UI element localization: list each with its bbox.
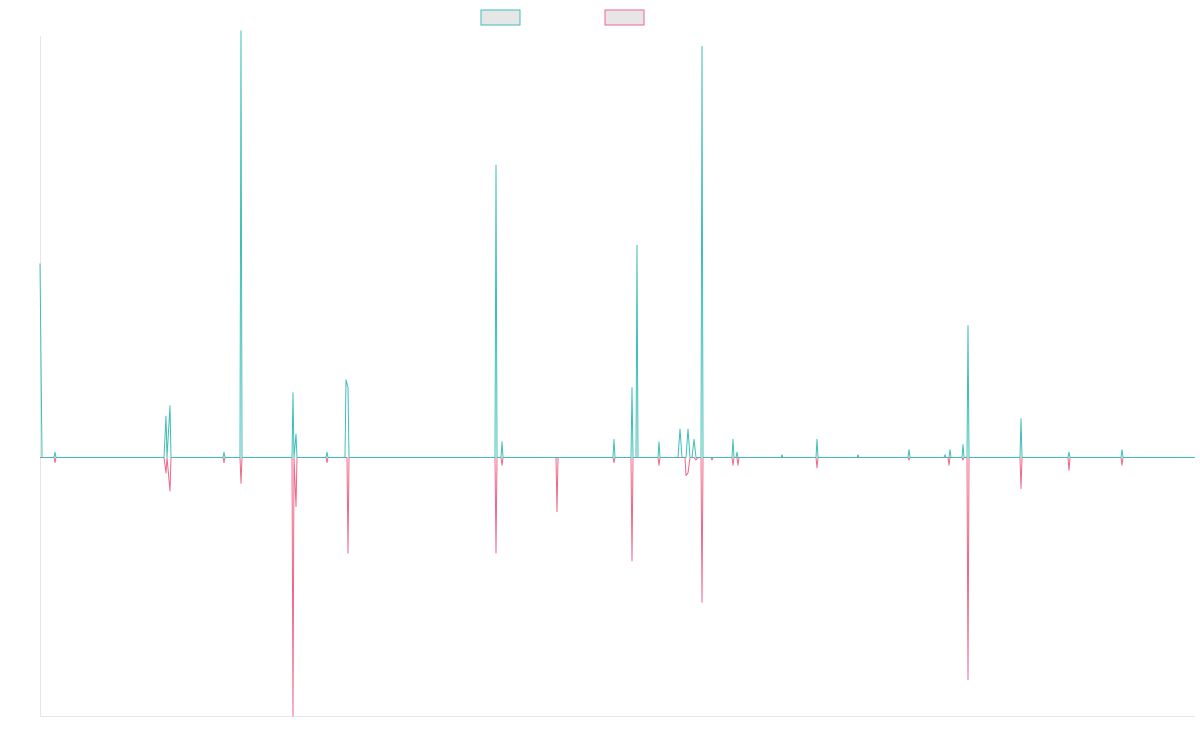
series-line-b bbox=[40, 456, 1195, 717]
legend-swatch-series-b[interactable] bbox=[604, 9, 645, 26]
plot-area bbox=[39, 30, 1195, 717]
axes bbox=[40, 36, 1195, 717]
legend bbox=[480, 9, 645, 26]
legend-swatch-series-a[interactable] bbox=[480, 9, 521, 26]
series-line-a bbox=[39, 30, 1195, 458]
